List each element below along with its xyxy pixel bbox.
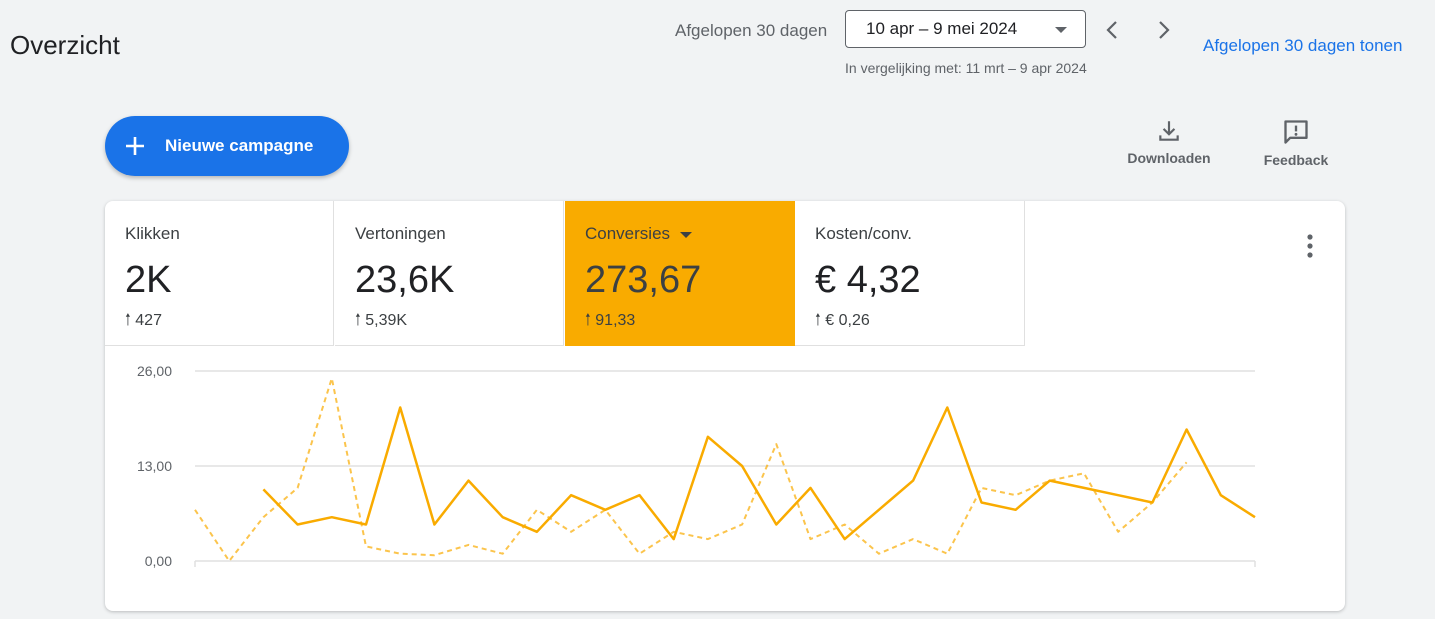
metric-tile-cost-per-conversion[interactable]: Kosten/conv. € 4,32 🠑 € 0,26	[795, 201, 1025, 346]
metric-delta-value: 5,39K	[365, 312, 408, 329]
date-range-value: 10 apr – 9 mei 2024	[866, 19, 1018, 38]
metric-label-text: Conversies	[585, 224, 671, 243]
arrow-up-icon: 🠑	[815, 312, 821, 329]
metric-value: € 4,32	[815, 259, 921, 301]
date-range-label: Afgelopen 30 dagen	[675, 21, 828, 40]
metric-delta-value: 91,33	[595, 312, 636, 329]
previous-period-button[interactable]	[1097, 14, 1129, 46]
performance-card: Klikken 2K 🠑 427 Vertoningen 23,6K 🠑 5,3…	[105, 201, 1345, 611]
download-button[interactable]: Downloaden	[1125, 118, 1213, 166]
y-tick-label: 13,00	[137, 458, 172, 474]
arrow-up-icon: 🠑	[585, 312, 591, 329]
feedback-icon	[1284, 120, 1308, 144]
more-options-button[interactable]	[1298, 231, 1322, 261]
metric-delta: 🠑 91,33	[585, 309, 635, 336]
feedback-button[interactable]: Feedback	[1259, 118, 1333, 168]
date-range-select[interactable]: 10 apr – 9 mei 2024	[845, 10, 1086, 48]
current-series-line	[262, 406, 1256, 541]
chevron-left-icon	[1106, 21, 1117, 39]
plus-icon	[126, 137, 144, 155]
dropdown-arrow-icon[interactable]	[680, 231, 693, 238]
metric-value: 2K	[125, 259, 172, 301]
metric-delta-value: 427	[135, 312, 162, 329]
metric-label: Conversies	[585, 224, 693, 244]
y-tick-label: 26,00	[137, 363, 172, 379]
page-title: Overzicht	[10, 30, 120, 60]
download-label: Downloaden	[1127, 150, 1211, 166]
metric-label: Vertoningen	[355, 224, 446, 243]
download-icon	[1159, 121, 1179, 141]
metric-label: Klikken	[125, 224, 180, 243]
y-tick-label: 0,00	[145, 553, 172, 569]
metric-delta: 🠑 427	[125, 309, 162, 336]
metric-tile-conversions[interactable]: Conversies 273,67 🠑 91,33	[565, 201, 795, 346]
metric-delta: 🠑 € 0,26	[815, 309, 870, 336]
comparison-text: In vergelijking met: 11 mrt – 9 apr 2024	[845, 60, 1087, 76]
more-vert-icon	[1307, 234, 1313, 258]
feedback-label: Feedback	[1263, 152, 1329, 168]
show-last-30-days-link[interactable]: Afgelopen 30 dagen tonen	[1203, 36, 1403, 55]
metric-tile-impressions[interactable]: Vertoningen 23,6K 🠑 5,39K	[335, 201, 564, 346]
comparison-series-line	[194, 377, 1188, 562]
new-campaign-label: Nieuwe campagne	[165, 136, 314, 155]
metric-value: 273,67	[585, 259, 702, 301]
metric-tile-clicks[interactable]: Klikken 2K 🠑 427	[105, 201, 334, 346]
metric-label: Kosten/conv.	[815, 224, 913, 243]
new-campaign-button[interactable]: Nieuwe campagne	[105, 116, 349, 176]
dropdown-arrow-icon	[1055, 27, 1067, 33]
arrow-up-icon: 🠑	[355, 312, 361, 329]
conversions-line-chart: 0,00 13,00 26,00	[137, 363, 1256, 569]
metric-delta-value: € 0,26	[825, 312, 870, 329]
next-period-button[interactable]	[1147, 14, 1179, 46]
chevron-right-icon	[1159, 21, 1170, 39]
metric-value: 23,6K	[355, 259, 455, 301]
arrow-up-icon: 🠑	[125, 312, 131, 329]
metric-delta: 🠑 5,39K	[355, 309, 407, 336]
